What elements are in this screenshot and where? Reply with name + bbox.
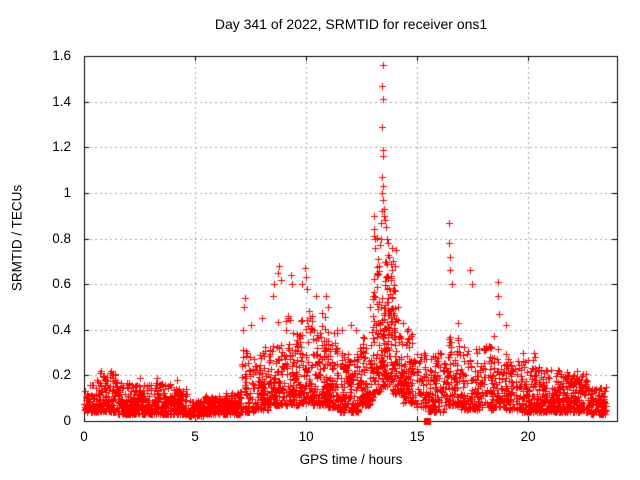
x-axis-label: GPS time / hours: [299, 452, 403, 467]
y-tick-label: 0.2: [52, 367, 71, 383]
y-tick-label: 0.6: [52, 276, 71, 292]
y-tick-label: 1.4: [52, 93, 71, 109]
x-tick-label: 20: [520, 429, 536, 444]
y-tick-label: 0: [63, 413, 71, 428]
y-tick-label: 0.4: [52, 321, 71, 337]
y-tick-label: 1.2: [52, 139, 71, 155]
y-tick-label: 0.8: [52, 230, 71, 246]
x-tick-label: 10: [298, 429, 314, 444]
x-tick-label: 5: [191, 429, 199, 444]
y-tick-label: 1.6: [52, 48, 71, 63]
x-tick-label: 0: [80, 429, 88, 444]
x-tick-label: 15: [409, 429, 425, 444]
y-tick-label: 1: [63, 184, 71, 200]
chart-title: Day 341 of 2022, SRMTID for receiver ons…: [214, 16, 488, 32]
